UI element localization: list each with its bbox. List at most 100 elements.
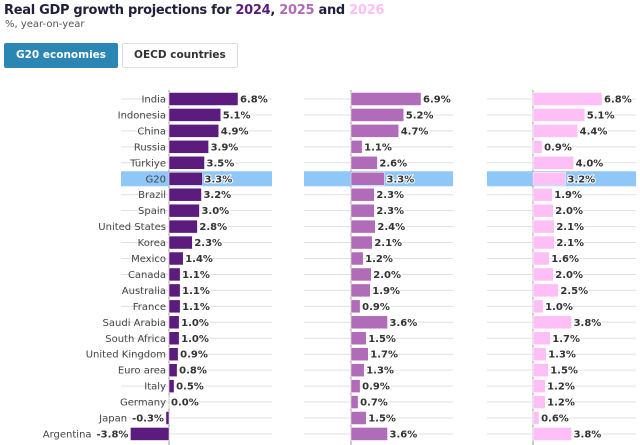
- bar-2026[interactable]: [532, 124, 578, 138]
- value-label: 2.1%: [556, 238, 584, 249]
- value-label: 6.9%: [423, 95, 451, 106]
- bar-2024[interactable]: [168, 124, 219, 138]
- bar-2024[interactable]: [168, 172, 203, 186]
- value-label: 5.2%: [406, 110, 434, 121]
- bar-2024[interactable]: [168, 267, 181, 282]
- value-label: 1.2%: [547, 398, 575, 409]
- bar-2024[interactable]: [168, 331, 180, 345]
- bar-2026[interactable]: [532, 187, 553, 202]
- bar-2026[interactable]: [532, 283, 559, 298]
- category-label: Mexico: [131, 254, 166, 265]
- bar-2024[interactable]: [165, 411, 170, 425]
- bar-2026[interactable]: [532, 411, 540, 425]
- bar-2025[interactable]: [350, 219, 376, 234]
- category-label: United States: [98, 222, 166, 233]
- bar-2024[interactable]: [168, 235, 193, 250]
- bar-2025[interactable]: [350, 299, 361, 314]
- bar-2024[interactable]: [168, 108, 222, 122]
- bar-2026[interactable]: [532, 156, 574, 170]
- bar-2026[interactable]: [532, 363, 549, 377]
- bar-2026[interactable]: [532, 331, 551, 345]
- bar-2026[interactable]: [532, 108, 586, 122]
- value-label: 1.9%: [554, 190, 582, 201]
- bar-2026[interactable]: [532, 219, 555, 234]
- value-label: 0.9%: [544, 142, 572, 153]
- value-label: 3.3%: [204, 174, 232, 185]
- value-label: 3.8%: [574, 318, 602, 329]
- value-label: 2.3%: [376, 190, 404, 201]
- tab-oecd-countries[interactable]: OECD countries: [122, 43, 238, 68]
- bar-2024[interactable]: [168, 299, 181, 314]
- bar-2025[interactable]: [350, 203, 375, 218]
- value-label: 1.3%: [366, 366, 394, 377]
- category-label: Japan: [98, 414, 127, 425]
- value-label: 1.7%: [370, 350, 398, 361]
- bar-2025[interactable]: [350, 427, 388, 441]
- bar-2025[interactable]: [350, 187, 375, 202]
- bar-2024[interactable]: [168, 140, 209, 154]
- bar-2026[interactable]: [532, 203, 554, 218]
- chart-title: Real GDP growth projections for 2024, 20…: [4, 3, 385, 18]
- category-label: Canada: [128, 270, 166, 281]
- bar-2026[interactable]: [532, 251, 550, 266]
- bar-2024[interactable]: [168, 187, 202, 202]
- value-label: 1.5%: [550, 366, 578, 377]
- bar-2025[interactable]: [350, 124, 399, 138]
- bar-2024[interactable]: [168, 363, 178, 377]
- value-label: -0.3%: [132, 414, 164, 425]
- bar-2024[interactable]: [168, 156, 205, 170]
- bar-2024[interactable]: [168, 283, 181, 298]
- category-label: Italy: [144, 382, 166, 393]
- bar-2025[interactable]: [350, 347, 369, 361]
- bar-2026[interactable]: [532, 427, 572, 441]
- bar-2026[interactable]: [532, 379, 546, 393]
- bar-2025[interactable]: [350, 156, 378, 170]
- category-label: Saudi Arabia: [103, 318, 166, 329]
- bar-2026[interactable]: [532, 315, 572, 330]
- bar-2025[interactable]: [350, 395, 359, 409]
- bar-2026[interactable]: [532, 299, 544, 314]
- bar-2025[interactable]: [350, 251, 364, 266]
- bar-2024[interactable]: [168, 203, 200, 218]
- bar-2025[interactable]: [350, 108, 405, 122]
- bar-2026[interactable]: [532, 140, 543, 154]
- bar-2024[interactable]: [168, 92, 239, 106]
- bar-2026[interactable]: [532, 235, 555, 250]
- tab-g20-economies[interactable]: G20 economies: [4, 43, 119, 68]
- value-label: 2.4%: [377, 222, 405, 233]
- bar-2025[interactable]: [350, 267, 372, 282]
- bar-2025[interactable]: [350, 315, 388, 330]
- bar-2025[interactable]: [350, 140, 363, 154]
- bar-2024[interactable]: [168, 315, 180, 330]
- bar-2024[interactable]: [168, 251, 184, 266]
- bar-2026[interactable]: [532, 92, 603, 106]
- category-label: Argentina: [43, 429, 92, 440]
- bar-2025[interactable]: [350, 235, 373, 250]
- bar-2024[interactable]: [130, 427, 170, 441]
- bar-2024[interactable]: [168, 347, 179, 361]
- chart-subtitle: %, year-on-year: [5, 19, 85, 30]
- bar-2025[interactable]: [350, 411, 367, 425]
- bar-2026[interactable]: [532, 395, 546, 409]
- value-label: 3.6%: [390, 429, 418, 440]
- bar-2026[interactable]: [532, 267, 554, 282]
- bar-2025[interactable]: [350, 379, 361, 393]
- value-label: 2.1%: [556, 222, 584, 233]
- category-label: Germany: [120, 398, 166, 409]
- bar-2025[interactable]: [350, 92, 422, 106]
- year-2024: 2024: [235, 3, 271, 18]
- value-label: 1.9%: [372, 286, 400, 297]
- category-label: South Africa: [105, 334, 166, 345]
- bar-2025[interactable]: [350, 172, 385, 186]
- value-label: 4.0%: [576, 158, 604, 169]
- bar-2024[interactable]: [168, 219, 198, 234]
- bar-2025[interactable]: [350, 331, 367, 345]
- value-label: 0.7%: [360, 398, 388, 409]
- value-label: 1.3%: [548, 350, 576, 361]
- bar-2025[interactable]: [350, 283, 371, 298]
- value-label: 0.0%: [171, 398, 199, 409]
- bar-2026[interactable]: [532, 172, 566, 186]
- bar-2025[interactable]: [350, 363, 365, 377]
- bar-2024[interactable]: [168, 379, 175, 393]
- bar-2026[interactable]: [532, 347, 547, 361]
